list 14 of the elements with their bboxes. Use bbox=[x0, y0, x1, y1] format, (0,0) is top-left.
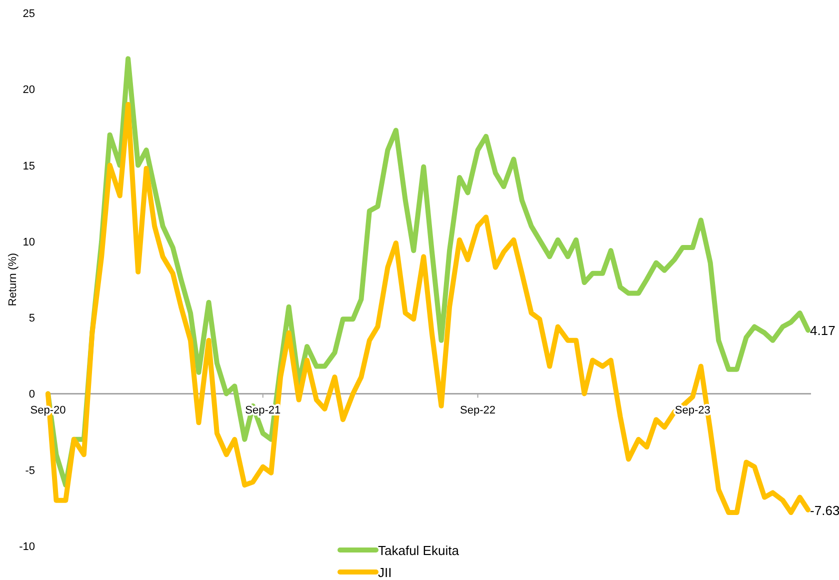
y-tick-label: 0 bbox=[28, 388, 35, 401]
legend-label: Takaful Ekuita bbox=[378, 543, 460, 558]
annotation: 4.17 bbox=[810, 323, 836, 338]
y-tick-label: 15 bbox=[22, 160, 35, 172]
legend-label: JII bbox=[378, 565, 392, 580]
y-tick-label: 20 bbox=[22, 84, 35, 96]
y-axis-title: Return (%) bbox=[7, 252, 19, 306]
y-tick-label: 25 bbox=[22, 8, 35, 20]
y-tick-label: -5 bbox=[25, 464, 35, 477]
annotation: -7.63 bbox=[810, 502, 839, 518]
y-tick-label: 5 bbox=[28, 312, 35, 325]
y-tick-label: -10 bbox=[19, 541, 35, 553]
x-tick-label: Sep-22 bbox=[460, 404, 496, 417]
y-tick-label: 10 bbox=[22, 236, 35, 248]
